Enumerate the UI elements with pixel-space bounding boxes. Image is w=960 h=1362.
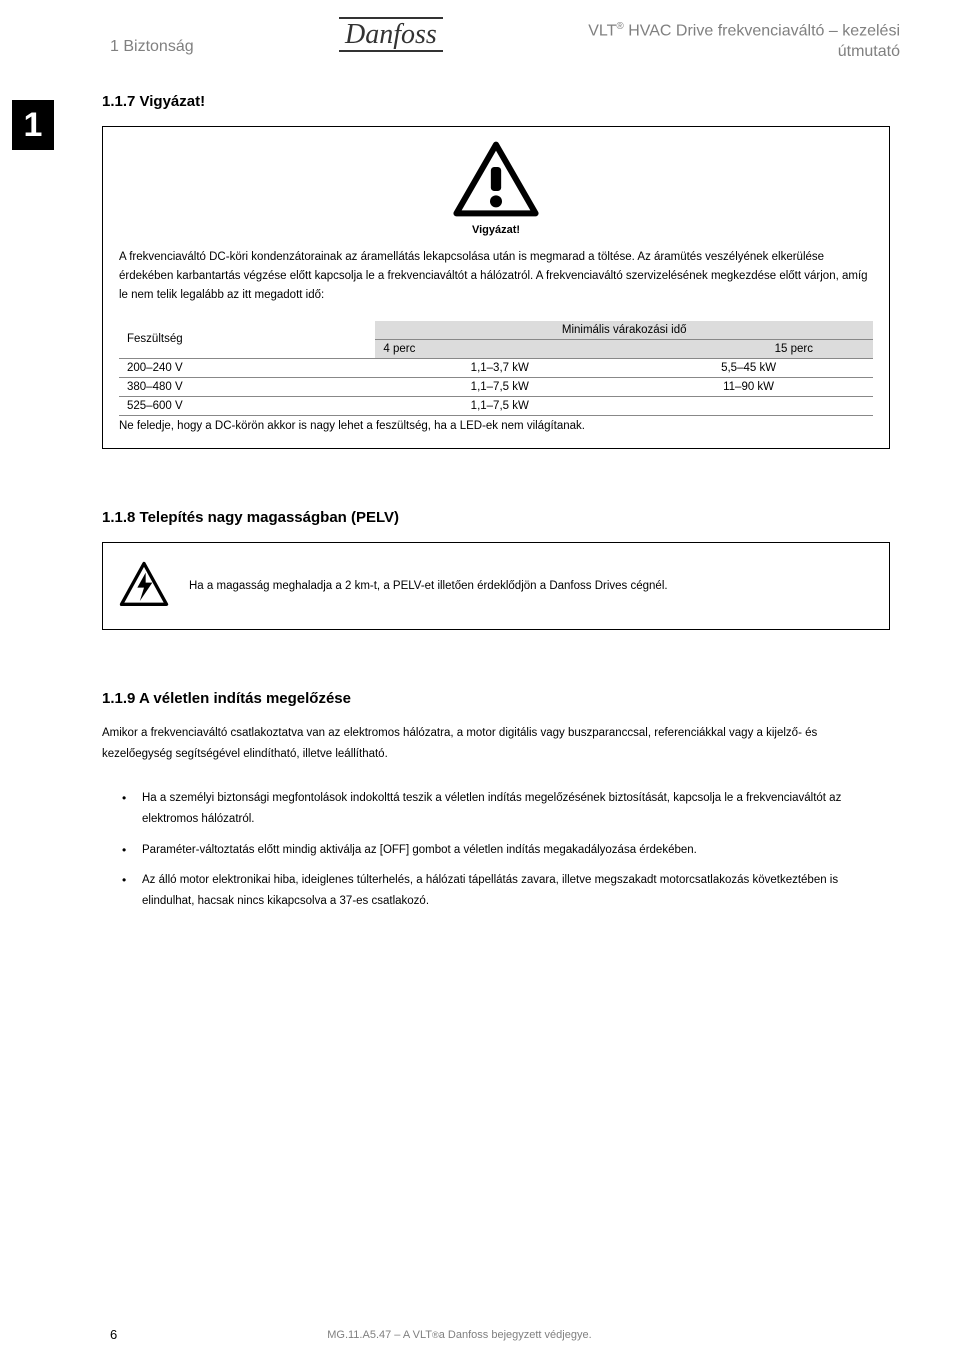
table-row: 380–480 V 1,1–7,5 kW 11–90 kW (119, 377, 873, 396)
section-119-title: 1.1.9 A véletlen indítás megelőzése (102, 690, 890, 707)
shock-hazard-icon (119, 561, 169, 611)
footer-text-b: a Danfoss bejegyzett védjegye. (439, 1329, 592, 1341)
table-cell: 11–90 kW (624, 377, 873, 396)
table-cell: 380–480 V (119, 377, 375, 396)
table-cell: 1,1–3,7 kW (375, 358, 624, 377)
table-col3-header: 15 perc (624, 339, 873, 358)
document-page: 1 Biztonság Danfoss VLT® HVAC Drive frek… (0, 0, 960, 1362)
footer-text-a: MG.11.A5.47 – A VLT (327, 1329, 432, 1341)
table-cell: 1,1–7,5 kW (375, 396, 624, 415)
table-super-header: Minimális várakozási idő (375, 321, 873, 340)
section-118-title: 1.1.8 Telepítés nagy magasságban (PELV) (102, 509, 890, 526)
section-119-para: Amikor a frekvenciaváltó csatlakoztatva … (102, 723, 890, 764)
section-117-title: 1.1.7 Vigyázat! (102, 93, 890, 110)
table-row: 525–600 V 1,1–7,5 kW (119, 396, 873, 415)
bullet-list: Ha a személyi biztonsági megfontolások i… (102, 788, 890, 911)
registered-mark: ® (616, 21, 623, 32)
chapter-marker: 1 (12, 100, 54, 150)
danfoss-logo: Danfoss (339, 17, 443, 52)
header-right-line1b: HVAC Drive frekvenciaváltó – kezelési (624, 22, 900, 39)
header-right-line1a: VLT (588, 22, 616, 39)
header-right-line2: útmutató (838, 43, 900, 60)
header-logo-wrap: Danfoss (339, 20, 443, 51)
list-item: Ha a személyi biztonsági megfontolások i… (102, 788, 890, 829)
warning-icon-row: Vigyázat! (119, 141, 873, 236)
page-number: 6 (110, 1327, 117, 1342)
page-footer: 6 MG.11.A5.47 – A VLT® a Danfoss bejegyz… (60, 1327, 900, 1342)
table-col1-header: Feszültség (119, 321, 375, 359)
warning-triangle-icon (453, 141, 539, 217)
page-header: 1 Biztonság Danfoss VLT® HVAC Drive frek… (60, 20, 900, 63)
header-right-text: VLT® HVAC Drive frekvenciaváltó – kezelé… (588, 20, 900, 63)
table-col2-header: 4 perc (375, 339, 624, 358)
table-cell: 5,5–45 kW (624, 358, 873, 377)
warning-label: Vigyázat! (453, 224, 539, 236)
table-cell (624, 396, 873, 415)
table-cell: 200–240 V (119, 358, 375, 377)
list-item: Paraméter-változtatás előtt mindig aktiv… (102, 840, 890, 861)
warning-text: A frekvenciaváltó DC-köri kondenzátorain… (119, 248, 873, 305)
table-cell: 525–600 V (119, 396, 375, 415)
voltage-table: Feszültség Minimális várakozási idő 4 pe… (119, 321, 873, 416)
table-cell: 1,1–7,5 kW (375, 377, 624, 396)
table-note: Ne feledje, hogy a DC-körön akkor is nag… (119, 416, 873, 432)
warning-icon-wrap: Vigyázat! (453, 141, 539, 236)
registered-mark: ® (432, 1330, 439, 1340)
pelv-box: Ha a magasság meghaladja a 2 km-t, a PEL… (102, 542, 890, 630)
pelv-text: Ha a magasság meghaladja a 2 km-t, a PEL… (189, 577, 668, 595)
table-row: 200–240 V 1,1–3,7 kW 5,5–45 kW (119, 358, 873, 377)
header-left-text: 1 Biztonság (60, 20, 194, 56)
list-item: Az álló motor elektronikai hiba, ideigle… (102, 870, 890, 911)
warning-box: Vigyázat! A frekvenciaváltó DC-köri kond… (102, 126, 890, 449)
content-area: 1.1.7 Vigyázat! Vigyázat! A frekvenciavá… (60, 93, 900, 912)
